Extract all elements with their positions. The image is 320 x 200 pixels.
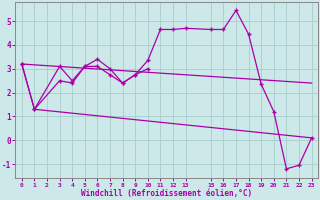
X-axis label: Windchill (Refroidissement éolien,°C): Windchill (Refroidissement éolien,°C) — [81, 189, 252, 198]
